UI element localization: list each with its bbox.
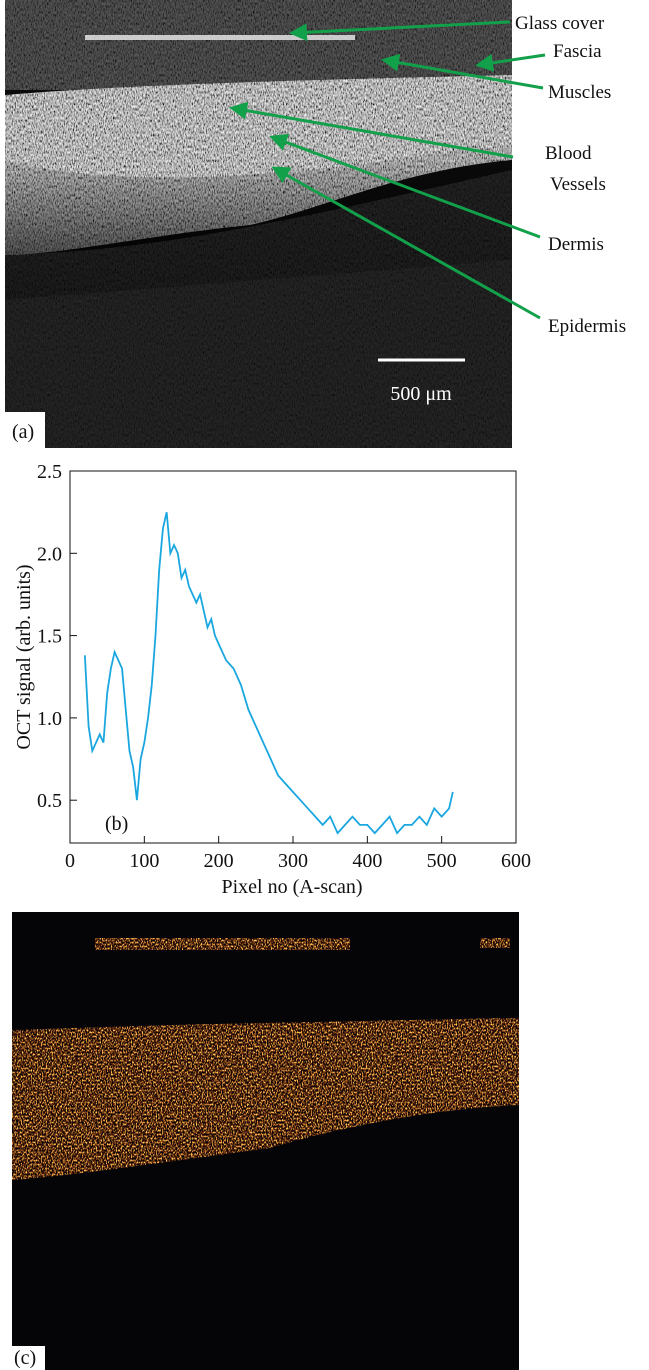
annotation: Fascia (553, 41, 602, 62)
y-axis-label: OCT signal (arb. units) (13, 564, 35, 749)
x-tick-label: 100 (129, 850, 159, 872)
label-box (5, 412, 45, 448)
x-tick-label: 300 (278, 850, 308, 872)
plot-frame (69, 470, 517, 844)
deep-noise (5, 170, 512, 448)
arrow (269, 133, 541, 239)
glass-cover (85, 35, 355, 40)
annotation: Glass cover (515, 13, 605, 34)
panel-label: (c) (14, 1347, 36, 1369)
panel-label: (b) (105, 813, 128, 835)
y-tick-label: 2.5 (37, 461, 62, 483)
panel-c: (c) (12, 912, 519, 1370)
signal-line (83, 511, 454, 835)
annotation: Epidermis (548, 316, 626, 337)
x-tick-label: 400 (352, 850, 382, 872)
arrow (229, 101, 514, 159)
annotation: Blood (545, 143, 592, 164)
arrow (381, 53, 544, 90)
annotation: Vessels (550, 174, 606, 195)
x-tick-label: 0 (65, 850, 75, 872)
x-axis-label: Pixel no (A-scan) (221, 876, 362, 898)
x-tick-label: 500 (427, 850, 457, 872)
annotation: Muscles (548, 82, 611, 103)
tissue-layer (12, 1018, 519, 1180)
panel-label: (a) (12, 421, 34, 443)
panel-a: Glass cover Fascia Muscles Blood Vessels… (5, 0, 626, 448)
annotation: Dermis (548, 234, 604, 255)
arrow (289, 20, 511, 42)
arrow (271, 166, 541, 320)
y-tick-label: 1.5 (37, 626, 62, 648)
arrow (475, 53, 546, 72)
glass-cover (480, 938, 510, 948)
muscle-layer (5, 0, 512, 90)
y-tick-label: 1.0 (37, 708, 62, 730)
y-tick-label: 0.5 (37, 790, 62, 812)
glass-cover (95, 938, 350, 950)
scale-label: 500 μm (390, 383, 452, 405)
panel-b: (b) Pixel no (A-scan) OCT signal (arb. u… (13, 461, 531, 898)
x-tick-label: 600 (501, 850, 531, 872)
label-box (12, 1346, 45, 1370)
y-tick-label: 2.0 (37, 543, 62, 565)
x-tick-label: 200 (204, 850, 234, 872)
